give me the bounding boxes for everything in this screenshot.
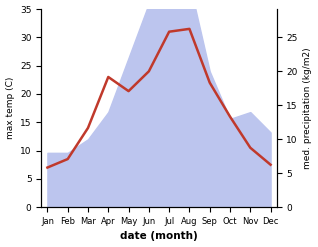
Y-axis label: max temp (C): max temp (C) bbox=[5, 77, 15, 139]
X-axis label: date (month): date (month) bbox=[120, 231, 198, 242]
Y-axis label: med. precipitation (kg/m2): med. precipitation (kg/m2) bbox=[303, 47, 313, 169]
